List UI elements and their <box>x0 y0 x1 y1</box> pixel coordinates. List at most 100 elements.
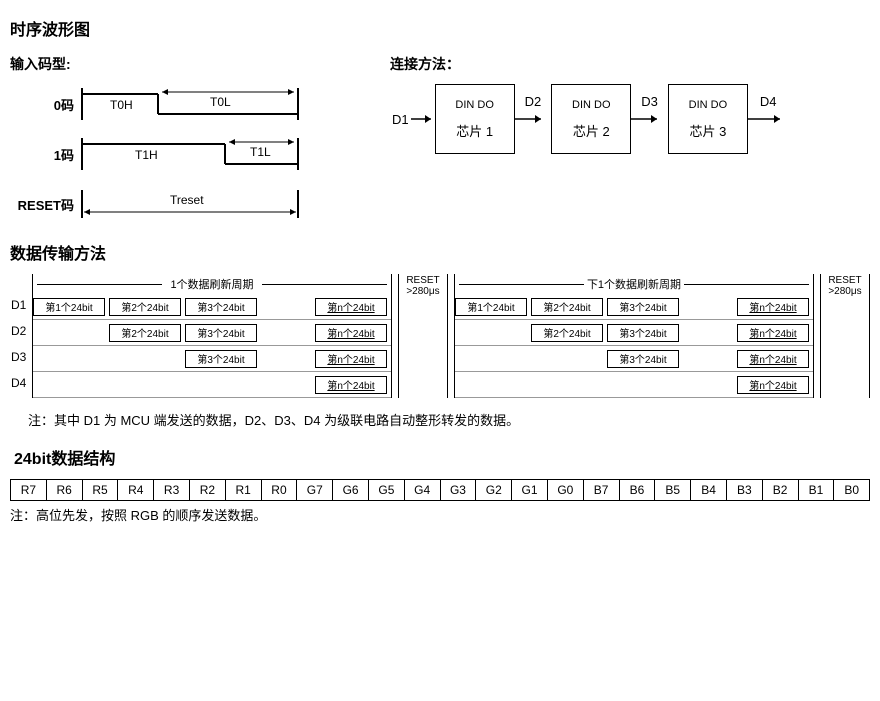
trans-row-d1: 第1个24bit第2个24bit第3个24bit 第n个24bit <box>455 294 813 320</box>
packet: 第3个24bit <box>185 298 257 316</box>
packet: 第2个24bit <box>531 324 603 342</box>
chip-2-pins: DIN DO <box>572 99 611 111</box>
packet: 第1个24bit <box>33 298 105 316</box>
row-label-d2: D2 <box>11 324 26 338</box>
row-label-d1: D1 <box>11 298 26 312</box>
bit-cell: B5 <box>655 480 691 500</box>
bit-cell: B6 <box>620 480 656 500</box>
cycle-1-title: 1个数据刷新周期 <box>33 274 391 294</box>
packet: 第3个24bit <box>185 350 257 368</box>
reset-top-1: RESET <box>406 275 439 286</box>
bit-cell: G2 <box>476 480 512 500</box>
row-label-d3: D3 <box>11 350 26 364</box>
code-0-row: 0码 T0H T0L <box>10 84 350 124</box>
packet: 第n个24bit <box>737 298 809 316</box>
t0h-text: T0H <box>110 98 133 112</box>
signal-d1: D1 <box>392 112 409 127</box>
signal-d3: D3 <box>641 94 658 109</box>
bit-cell: G0 <box>548 480 584 500</box>
chip-1-pins: DIN DO <box>455 99 494 111</box>
packet: 第n个24bit <box>737 376 809 394</box>
t1l-text: T1L <box>250 145 271 159</box>
reset-bot-1: >280μs <box>406 286 439 297</box>
connection-title: 连接方法： <box>390 54 870 74</box>
code-reset-label: RESET码 <box>10 195 80 214</box>
bit-cell: G4 <box>405 480 441 500</box>
code-0-waveform: T0H T0L <box>80 84 350 124</box>
packet: 第n个24bit <box>315 350 387 368</box>
trans-row-d4: 第n个24bit <box>455 372 813 398</box>
trans-row-d3: 第3个24bit 第n个24bit <box>455 346 813 372</box>
bit-cell: R5 <box>83 480 119 500</box>
bit-cell: B4 <box>691 480 727 500</box>
bit-struct-title: 24bit数据结构 <box>14 445 870 469</box>
chip-3: DIN DO 芯片 3 <box>668 84 748 154</box>
cycle-2: 下1个数据刷新周期 第1个24bit第2个24bit第3个24bit第n个24b… <box>454 274 814 398</box>
packet: 第n个24bit <box>315 324 387 342</box>
input-codes-title: 输入码型: <box>10 54 350 74</box>
chip-1: DIN DO 芯片 1 <box>435 84 515 154</box>
bit-cell: G5 <box>369 480 405 500</box>
trans-row-d3: D3第3个24bit第n个24bit <box>33 346 391 372</box>
packet: 第2个24bit <box>109 298 181 316</box>
bit-cell: R2 <box>190 480 226 500</box>
chip-3-pins: DIN DO <box>689 99 728 111</box>
bit-cell: B2 <box>763 480 799 500</box>
chip-1-name: 芯片 1 <box>456 121 493 140</box>
reset-gap-2: RESET>280μs <box>820 274 870 398</box>
bit-cell: R7 <box>11 480 47 500</box>
bit-cell: B3 <box>727 480 763 500</box>
bit-cell: R1 <box>226 480 262 500</box>
bit-cell: R0 <box>262 480 298 500</box>
treset-text: Treset <box>170 193 204 207</box>
transmission-note: 注：其中 D1 为 MCU 端发送的数据，D2、D3、D4 为级联电路自动整形转… <box>28 410 870 429</box>
bit-cell: R4 <box>118 480 154 500</box>
code-1-row: 1码 T1H T1L <box>10 134 350 174</box>
bit-table: R7R6R5R4R3R2R1R0G7G6G5G4G3G2G1G0B7B6B5B4… <box>10 479 870 501</box>
t0l-text: T0L <box>210 95 231 109</box>
bit-cell: R3 <box>154 480 190 500</box>
chip-2-name: 芯片 2 <box>573 121 610 140</box>
reset-gap-1: RESET>280μs <box>398 274 448 398</box>
bit-cell: B1 <box>799 480 835 500</box>
code-1-label: 1码 <box>10 145 80 164</box>
chip-3-name: 芯片 3 <box>689 121 726 140</box>
packet: 第n个24bit <box>737 324 809 342</box>
cycle-1: 1个数据刷新周期 D1第1个24bit第2个24bit第3个24bit第n个24… <box>32 274 392 398</box>
transmission-diagram: 1个数据刷新周期 D1第1个24bit第2个24bit第3个24bit第n个24… <box>32 274 870 398</box>
signal-d4: D4 <box>760 94 777 109</box>
reset-bot-2: >280μs <box>828 286 861 297</box>
code-0-label: 0码 <box>10 95 80 114</box>
packet: 第n个24bit <box>315 298 387 316</box>
packet: 第1个24bit <box>455 298 527 316</box>
trans-row-d2: 第2个24bit第3个24bit 第n个24bit <box>455 320 813 346</box>
bit-note: 注：高位先发，按照 RGB 的顺序发送数据。 <box>10 505 870 524</box>
packet: 第2个24bit <box>109 324 181 342</box>
packet: 第2个24bit <box>531 298 603 316</box>
packet: 第n个24bit <box>737 350 809 368</box>
packet: 第3个24bit <box>607 350 679 368</box>
bit-cell: G3 <box>441 480 477 500</box>
packet: 第3个24bit <box>607 324 679 342</box>
chip-2: DIN DO 芯片 2 <box>551 84 631 154</box>
bit-cell: B0 <box>834 480 869 500</box>
reset-top-2: RESET <box>828 275 861 286</box>
row-label-d4: D4 <box>11 376 26 390</box>
bit-cell: G1 <box>512 480 548 500</box>
packet: 第n个24bit <box>315 376 387 394</box>
bit-cell: G7 <box>297 480 333 500</box>
trans-row-d2: D2第2个24bit第3个24bit第n个24bit <box>33 320 391 346</box>
transmission-title: 数据传输方法 <box>10 240 870 264</box>
t1h-text: T1H <box>135 148 158 162</box>
bit-cell: B7 <box>584 480 620 500</box>
trans-row-d4: D4第n个24bit <box>33 372 391 398</box>
cycle-2-title: 下1个数据刷新周期 <box>455 274 813 294</box>
cascade-diagram: D1 DIN DO 芯片 1 D2 DIN DO 芯片 2 D3 DIN DO … <box>390 84 870 154</box>
code-1-waveform: T1H T1L <box>80 134 350 174</box>
packet: 第3个24bit <box>607 298 679 316</box>
timing-title: 时序波形图 <box>10 16 870 40</box>
packet: 第3个24bit <box>185 324 257 342</box>
code-reset-row: RESET码 Treset <box>10 184 350 224</box>
signal-d2: D2 <box>525 94 542 109</box>
bit-cell: R6 <box>47 480 83 500</box>
